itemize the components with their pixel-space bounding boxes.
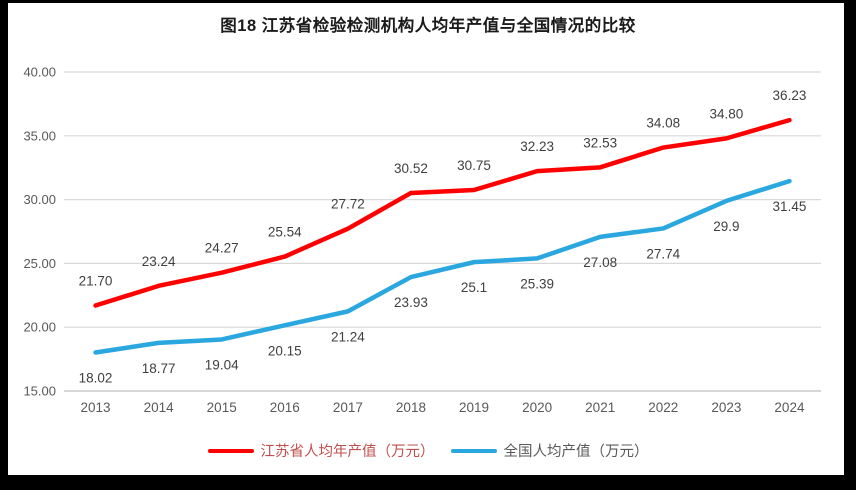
data-label: 32.53: [583, 135, 617, 150]
legend-line-national-icon: [450, 448, 497, 453]
data-label: 27.08: [583, 255, 617, 270]
data-label: 36.23: [773, 88, 807, 103]
data-label: 18.02: [79, 370, 113, 385]
x-axis-tick-label: 2018: [396, 400, 426, 415]
data-label: 25.39: [520, 276, 554, 291]
data-label: 21.70: [79, 274, 113, 289]
x-axis-tick-label: 2017: [333, 400, 363, 415]
legend-line-jiangsu-icon: [207, 448, 254, 453]
y-axis-tick-label: 15.00: [23, 384, 56, 399]
x-axis-tick-label: 2023: [711, 400, 741, 415]
y-axis-tick-label: 30.00: [23, 192, 56, 207]
y-axis-tick-label: 40.00: [23, 65, 56, 80]
x-axis-tick-label: 2015: [207, 400, 237, 415]
data-label: 29.9: [713, 219, 739, 234]
data-label: 32.23: [520, 139, 554, 154]
legend-label-jiangsu: 江苏省人均年产值（万元）: [260, 444, 435, 460]
data-label: 23.24: [142, 254, 176, 269]
y-axis-tick-label: 35.00: [23, 128, 56, 143]
x-axis-tick-label: 2021: [585, 400, 615, 415]
y-axis-tick-label: 20.00: [23, 320, 56, 335]
data-label: 31.45: [773, 199, 807, 214]
data-label: 27.72: [331, 197, 365, 212]
data-label: 25.1: [461, 280, 487, 295]
legend-item-national: 全国人均产值（万元）: [450, 440, 649, 461]
series-line: [93, 117, 792, 308]
legend-item-jiangsu: 江苏省人均年产值（万元）: [207, 440, 435, 461]
series-line: [93, 178, 792, 355]
x-axis-tick-label: 2014: [144, 400, 175, 415]
data-label: 18.77: [142, 361, 176, 376]
data-label: 30.75: [457, 158, 491, 173]
data-label: 30.52: [394, 161, 428, 176]
data-label: 23.93: [394, 295, 428, 310]
x-axis-tick-label: 2016: [270, 400, 300, 415]
data-label: 34.08: [646, 116, 680, 131]
x-axis-tick-label: 2019: [459, 400, 489, 415]
data-label: 21.24: [331, 329, 365, 344]
x-axis-tick-label: 2013: [81, 400, 111, 415]
chart-page: [8, 3, 844, 475]
x-axis-tick-label: 2024: [774, 400, 805, 415]
data-label: 24.27: [205, 241, 239, 256]
y-axis-tick-label: 25.00: [23, 256, 56, 271]
x-axis-tick-label: 2022: [648, 400, 678, 415]
data-label: 25.54: [268, 225, 302, 240]
chart-title: 图18 江苏省检验检测机构人均年产值与全国情况的比较: [220, 17, 636, 35]
chart-legend: 江苏省人均年产值（万元） 全国人均产值（万元）: [0, 440, 856, 461]
data-label: 19.04: [205, 357, 239, 372]
data-label: 34.80: [709, 106, 743, 121]
legend-label-national: 全国人均产值（万元）: [503, 444, 649, 460]
data-label: 20.15: [268, 343, 302, 358]
x-axis-tick-label: 2020: [522, 400, 552, 415]
data-label: 27.74: [646, 246, 680, 261]
